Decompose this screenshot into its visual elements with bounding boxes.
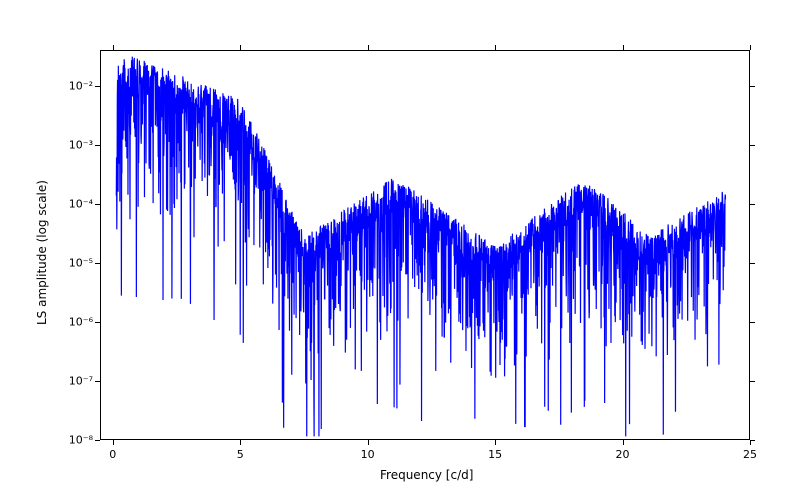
- y-tick-mark: [750, 204, 755, 205]
- x-tick-label: 10: [361, 448, 375, 461]
- y-tick-mark: [750, 86, 755, 87]
- x-tick-mark: [240, 45, 241, 50]
- x-tick-mark: [495, 45, 496, 50]
- spectrum-path: [116, 57, 725, 437]
- y-tick-mark: [95, 145, 100, 146]
- periodogram-line: [101, 51, 751, 441]
- x-tick-mark: [623, 440, 624, 445]
- x-tick-label: 25: [743, 448, 757, 461]
- x-tick-mark: [623, 45, 624, 50]
- y-tick-label: 10⁻³: [55, 138, 93, 151]
- x-tick-label: 5: [237, 448, 244, 461]
- x-tick-mark: [750, 45, 751, 50]
- y-tick-mark: [750, 440, 755, 441]
- y-tick-mark: [95, 263, 100, 264]
- x-axis-label: Frequency [c/d]: [380, 468, 473, 482]
- y-tick-mark: [750, 263, 755, 264]
- plot-axes: [100, 50, 750, 440]
- y-tick-mark: [95, 322, 100, 323]
- y-tick-mark: [750, 322, 755, 323]
- y-tick-label: 10⁻⁷: [55, 374, 93, 387]
- x-tick-label: 15: [488, 448, 502, 461]
- x-tick-label: 0: [109, 448, 116, 461]
- x-tick-mark: [113, 440, 114, 445]
- y-axis-label: LS amplitude (log scale): [35, 180, 49, 325]
- y-tick-mark: [95, 204, 100, 205]
- x-tick-mark: [113, 45, 114, 50]
- y-tick-mark: [750, 145, 755, 146]
- y-tick-label: 10⁻⁶: [55, 315, 93, 328]
- x-tick-label: 20: [616, 448, 630, 461]
- y-tick-mark: [95, 381, 100, 382]
- x-tick-mark: [495, 440, 496, 445]
- x-tick-mark: [368, 440, 369, 445]
- x-tick-mark: [240, 440, 241, 445]
- y-tick-label: 10⁻⁴: [55, 197, 93, 210]
- y-tick-label: 10⁻⁵: [55, 256, 93, 269]
- y-tick-mark: [95, 86, 100, 87]
- x-tick-mark: [368, 45, 369, 50]
- figure: LS amplitude (log scale) Frequency [c/d]…: [0, 0, 800, 500]
- y-tick-mark: [95, 440, 100, 441]
- y-tick-mark: [750, 381, 755, 382]
- y-tick-label: 10⁻⁸: [55, 434, 93, 447]
- y-tick-label: 10⁻²: [55, 79, 93, 92]
